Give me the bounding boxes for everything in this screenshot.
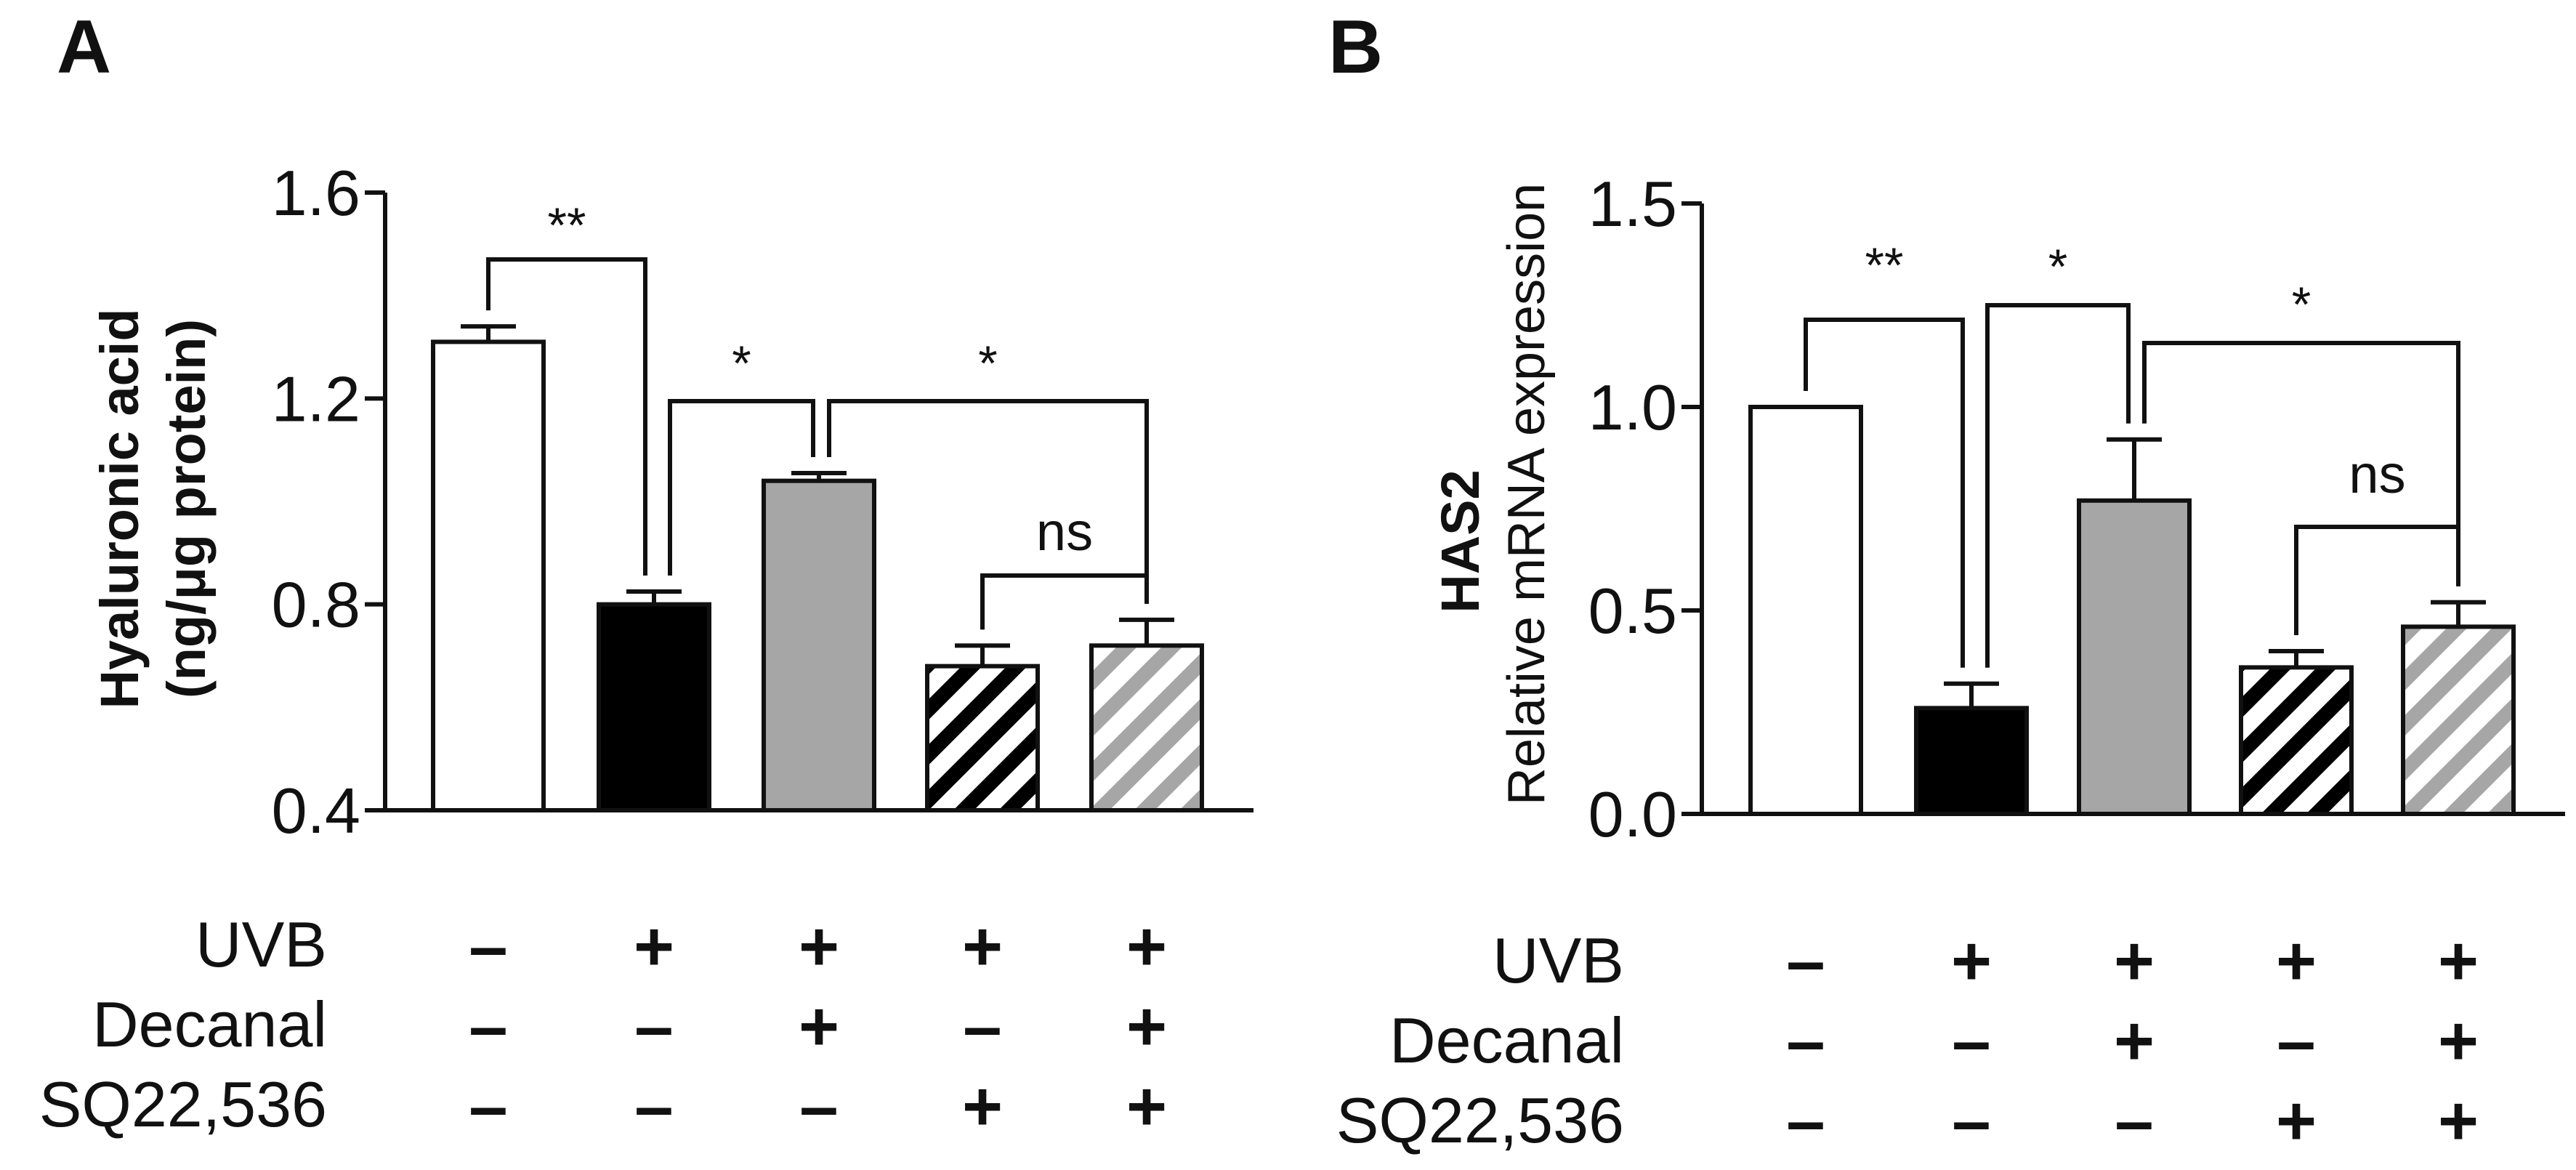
- panel-a-y-tick-label: 1.6: [272, 157, 360, 229]
- panel-b-row-label-uvb: UVB: [1493, 924, 1624, 996]
- panel-b-treatment-sign: +: [2276, 922, 2317, 1000]
- panel-a-row-label-decanal: Decanal: [92, 988, 327, 1060]
- panel-a-treatment-sign: –: [469, 1068, 507, 1145]
- panel-b-significance-label-2: *: [2048, 239, 2067, 294]
- panel-a-bar-2: [597, 602, 711, 813]
- panel-a-significance-bracket-2: [668, 399, 815, 576]
- panel-a-treatment-sign: –: [634, 1068, 673, 1145]
- panel-b-y-tick-label: 0.0: [1588, 778, 1677, 850]
- panel-a-y-tick-label: 0.8: [272, 569, 360, 641]
- panel-b-bar-5: [2401, 624, 2516, 817]
- panel-b-treatment-sign: +: [2114, 922, 2155, 1000]
- panel-b-ylabel-2: Relative mRNA expression: [1498, 183, 1556, 805]
- panel-b-treatment-sign: –: [1786, 1002, 1825, 1080]
- panel-a-treatment-sign: +: [634, 908, 674, 985]
- panel-a-treatment-sign: –: [799, 1068, 838, 1145]
- panel-b-significance-label-1: **: [1865, 238, 1904, 293]
- panel-b-bar-3: [2077, 498, 2192, 816]
- panel-a-ylabel-line2: (ng/μg protein): [156, 319, 217, 698]
- panel-a-ylabel-line1: Hyaluronic acid: [89, 308, 150, 709]
- panel-b-treatment-sign: –: [2115, 1082, 2153, 1160]
- panel-b-treatment-sign: –: [1952, 1002, 1990, 1080]
- panel-b-significance-label-4: ns: [2349, 444, 2405, 504]
- panel-b-treatment-sign: +: [2438, 1082, 2479, 1160]
- panel-a-plot: 0.40.81.21.6 *** *ns– + + + +– – + – +– – – + +: [272, 157, 1253, 1145]
- panel-a-treatment-sign: –: [469, 988, 507, 1065]
- panel-b-treatment-sign: –: [1952, 1082, 1990, 1160]
- panel-a-y-tick-label: 1.2: [272, 363, 360, 435]
- panel-a-treatment-sign: –: [634, 988, 673, 1065]
- panel-b-y-tick-label: 1.5: [1588, 168, 1677, 240]
- panel-b-significance-bracket-4: [2294, 525, 2460, 635]
- panel-b-y-tick-label: 0.5: [1588, 575, 1677, 647]
- panel-a-significance-label-2: *: [732, 336, 751, 391]
- panel-b-treatment-legend: UVB Decanal SQ22,536: [1336, 924, 1624, 1156]
- panel-a-significance-bracket-4: [980, 573, 1149, 630]
- panel-b-treatment-sign: +: [2276, 1082, 2317, 1160]
- panel-a-row-label-sq: SQ22,536: [39, 1068, 327, 1140]
- panel-a-y-tick-label: 0.4: [272, 775, 360, 847]
- panel-a-treatment-sign: +: [1126, 988, 1167, 1065]
- panel-a-bar-5: [1089, 643, 1204, 812]
- panel-b-significance-bracket-3: [2142, 341, 2460, 586]
- panel-a-treatment-sign: –: [963, 988, 1001, 1065]
- panel-b-treatment-sign: –: [1786, 922, 1825, 1000]
- panel-b-row-label-decanal: Decanal: [1389, 1004, 1624, 1076]
- panel-b-treatment-sign: +: [2438, 1002, 2479, 1080]
- panel-b-treatment-sign: +: [2438, 922, 2479, 1000]
- panel-a-treatment-sign: +: [1126, 1068, 1167, 1145]
- panel-a-significance-bracket-3: [827, 399, 1149, 604]
- panel-b-row-label-sq: SQ22,536: [1336, 1084, 1624, 1156]
- panel-a-significance-label-1: **: [548, 198, 586, 253]
- panel-b-ylabel-line1: HAS2: [1430, 469, 1490, 613]
- panel-b-ylabel-line2: Relative mRNA expression: [1498, 183, 1556, 805]
- panel-b-significance-label-3: *: [2292, 277, 2311, 332]
- panel-a-treatment-sign: +: [799, 908, 839, 985]
- panel-b-y-tick-label: 1.0: [1588, 371, 1677, 443]
- panel-b-treatment-sign: –: [1786, 1082, 1825, 1160]
- panel-b-treatment-sign: +: [2114, 1002, 2155, 1080]
- panel-a-treatment-sign: +: [962, 1068, 1003, 1145]
- panel-a-bar-3: [762, 478, 876, 813]
- panel-a-ylabel: Hyaluronic acid (ng/μg protein): [89, 308, 217, 709]
- panel-b-treatment-sign: +: [1951, 922, 1992, 1000]
- panel-letter-a: A: [57, 5, 111, 89]
- panel-letter-b: B: [1328, 5, 1383, 89]
- panel-b-treatment-sign: –: [2277, 1002, 2315, 1080]
- panel-b-plot: 0.00.51.01.5** **ns– + + + +– – + – +– – – + +: [1588, 168, 2565, 1160]
- panel-b-significance-bracket-2: [1985, 303, 2131, 668]
- panel-a-significance-label-3: *: [978, 336, 997, 391]
- panel-b-significance-bracket-1: [1804, 318, 1965, 668]
- panel-a-bar-1: [431, 339, 546, 812]
- panel-a-significance-bracket-1: [486, 257, 647, 576]
- panel-a-treatment-sign: +: [962, 908, 1003, 985]
- panel-a-bar-4: [925, 663, 1040, 813]
- panel-a-significance-label-4: ns: [1036, 501, 1093, 562]
- panel-b-bar-4: [2239, 665, 2354, 817]
- panel-a-treatment-legend: UVB Decanal SQ22,536: [39, 908, 327, 1140]
- panel-b-ylabel: HAS2: [1430, 469, 1490, 613]
- panel-a-treatment-sign: +: [799, 988, 839, 1065]
- panel-b-bar-2: [1914, 706, 2029, 817]
- panel-a-row-label-uvb: UVB: [195, 908, 327, 980]
- panel-b-bar-1: [1748, 405, 1863, 816]
- panel-a-treatment-sign: +: [1126, 908, 1167, 985]
- panel-a-treatment-sign: –: [469, 908, 507, 985]
